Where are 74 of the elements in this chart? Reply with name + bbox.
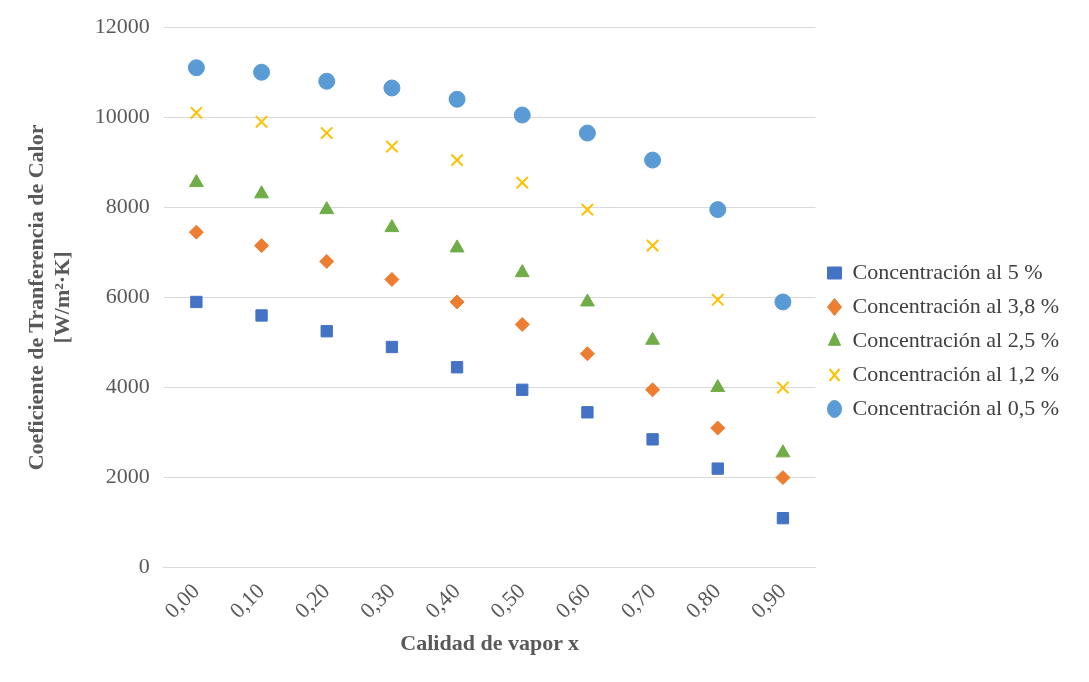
- y-tick-label: 6000: [105, 283, 150, 309]
- point: [513, 106, 531, 124]
- x-tick-label: 0,20: [289, 577, 335, 623]
- point: [710, 379, 726, 393]
- y-tick-label: 8000: [105, 193, 150, 219]
- point: [645, 239, 660, 253]
- legend-label: Concentración al 3,8 %: [852, 292, 1060, 318]
- point: [774, 293, 792, 311]
- point: [580, 202, 595, 217]
- point: [514, 316, 530, 332]
- point: [776, 380, 790, 395]
- point: [644, 151, 662, 169]
- point: [450, 361, 464, 374]
- x-axis-title: Calidad de vapor x: [400, 630, 579, 656]
- point: [385, 340, 399, 354]
- point: [188, 174, 204, 188]
- point: [254, 238, 270, 254]
- point: [514, 264, 530, 278]
- point: [253, 63, 271, 81]
- point: [320, 325, 333, 338]
- x-tick-label: 0,10: [224, 577, 270, 623]
- point: [450, 153, 464, 167]
- point: [190, 295, 203, 309]
- point: [254, 185, 269, 199]
- point: [711, 293, 725, 307]
- point: [579, 293, 595, 307]
- y-tick-label: 4000: [105, 373, 150, 399]
- point: [383, 79, 401, 97]
- point: [384, 219, 400, 233]
- point: [709, 201, 727, 219]
- point: [385, 139, 399, 154]
- point: [711, 462, 724, 475]
- point: [255, 309, 268, 322]
- y-tick-label: 2000: [105, 463, 150, 489]
- x-tick-label: 0,70: [615, 577, 661, 623]
- point: [187, 59, 205, 77]
- point: [318, 72, 336, 90]
- point: [188, 224, 204, 240]
- point: [710, 420, 726, 436]
- point: [448, 90, 466, 108]
- point: [515, 175, 529, 190]
- point: [579, 346, 595, 362]
- x-tick-label: 0,30: [354, 577, 400, 623]
- point: [646, 433, 659, 446]
- y-axis-title: Coeficiente de Tranferencia de Calor [W/m²·K]: [22, 124, 75, 471]
- point: [319, 253, 335, 269]
- legend-label: Concentración al 1,2 %: [852, 360, 1060, 386]
- y-tick-label: 0: [138, 553, 150, 579]
- point: [254, 115, 269, 129]
- point: [775, 444, 791, 458]
- y-tick-label: 10000: [94, 103, 150, 129]
- x-tick-label: 0,00: [159, 577, 205, 623]
- point: [775, 470, 791, 486]
- legend-label: Concentración al 0,5 %: [852, 394, 1060, 420]
- x-tick-label: 0,50: [484, 577, 530, 623]
- point: [776, 512, 790, 525]
- point: [320, 126, 334, 140]
- point: [384, 271, 400, 287]
- point: [645, 331, 661, 345]
- legend-label: Concentración al 2,5 %: [852, 326, 1060, 352]
- legend-label: Concentración al 5 %: [852, 258, 1043, 284]
- point: [449, 294, 465, 310]
- point: [449, 239, 465, 253]
- point: [581, 406, 594, 419]
- point: [578, 124, 596, 142]
- x-tick-label: 0,60: [550, 577, 596, 623]
- y-tick-label: 12000: [94, 12, 150, 38]
- point: [189, 106, 204, 120]
- x-tick-label: 0,90: [745, 577, 791, 623]
- point: [645, 382, 661, 398]
- x-tick-label: 0,80: [680, 577, 726, 623]
- point: [516, 383, 529, 396]
- point: [319, 201, 335, 215]
- x-tick-label: 0,40: [419, 577, 465, 623]
